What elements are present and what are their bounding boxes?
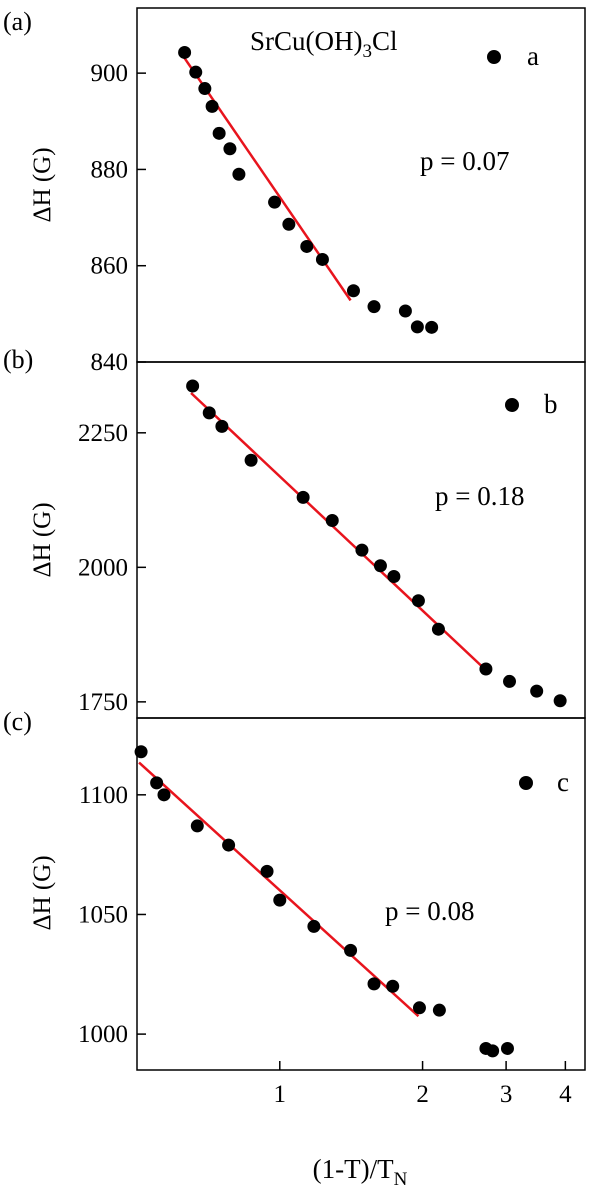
panel-a-legend-label: a: [527, 41, 539, 71]
x-axis-label: (1-T)/TN: [313, 1154, 408, 1190]
data-point: [300, 239, 314, 253]
data-point: [410, 320, 424, 334]
data-point: [386, 979, 400, 993]
fit-line: [138, 761, 420, 1018]
panel-b: (b) ΔH (G) p = 0.18 b 1750 2000 2250: [3, 345, 586, 719]
data-point: [486, 1044, 500, 1058]
data-point: [212, 126, 226, 140]
data-point: [503, 674, 517, 688]
data-point: [268, 195, 282, 209]
panel-b-y-axis-label: ΔH (G): [29, 502, 56, 577]
data-point: [387, 569, 401, 583]
data-point: [260, 864, 274, 878]
data-point: [431, 622, 445, 636]
data-point: [157, 788, 171, 802]
x-tick-label: 2: [416, 1081, 429, 1108]
panel-a-legend-marker: [487, 50, 501, 64]
panel-b-p-value: p = 0.18: [435, 481, 524, 511]
data-point: [190, 819, 204, 833]
x-tick-label: 4: [559, 1081, 572, 1108]
data-point: [367, 977, 381, 991]
data-point: [373, 559, 387, 573]
y-tick-label: 840: [91, 349, 129, 376]
data-point: [244, 453, 258, 467]
data-point: [530, 684, 544, 698]
data-point: [134, 745, 148, 759]
panel-a-y-ticks: 840 860 880 900: [91, 60, 146, 376]
data-point: [198, 82, 212, 96]
panel-a: (a) ΔH (G) SrCu(OH)3Cl p = 0.07 a 840 860…: [3, 7, 586, 376]
data-point: [355, 543, 369, 557]
data-point: [315, 252, 329, 266]
data-point: [189, 65, 203, 79]
data-point: [344, 943, 358, 957]
data-point: [186, 379, 200, 393]
data-point: [412, 1001, 426, 1015]
panel-a-title: SrCu(OH)3Cl: [250, 26, 398, 62]
data-point: [282, 217, 296, 231]
data-point: [222, 838, 236, 852]
panel-c-y-ticks: 1000 1050 1100: [78, 782, 146, 1048]
data-point: [150, 776, 164, 790]
panel-a-p-value: p = 0.07: [420, 146, 509, 176]
panel-c-series: [134, 745, 514, 1058]
data-point: [273, 893, 287, 907]
data-point: [411, 594, 425, 608]
y-tick-label: 1000: [78, 1021, 128, 1048]
panel-a-frame: [136, 7, 586, 363]
x-tick-label: 1: [274, 1081, 287, 1108]
x-axis-ticks: 1 2 3 4: [274, 1061, 572, 1108]
data-point: [346, 284, 360, 298]
y-tick-label: 1100: [79, 782, 128, 809]
data-point: [553, 694, 567, 708]
data-point: [479, 662, 493, 676]
y-tick-label: 2250: [78, 420, 128, 447]
data-point: [178, 45, 192, 59]
y-tick-label: 1750: [78, 689, 128, 716]
panel-a-label: (a): [3, 7, 32, 36]
panel-b-legend-marker: [505, 398, 519, 412]
panel-b-label: (b): [3, 345, 33, 374]
x-tick-label: 3: [500, 1081, 513, 1108]
data-point: [500, 1041, 514, 1055]
data-point: [223, 142, 237, 156]
panel-c-p-value: p = 0.08: [385, 896, 474, 926]
panel-b-legend-label: b: [544, 389, 558, 419]
panel-a-y-axis-label: ΔH (G): [29, 147, 56, 222]
panel-b-series: [186, 379, 567, 708]
y-tick-label: 900: [91, 60, 129, 87]
data-point: [202, 406, 216, 420]
y-tick-label: 1050: [78, 901, 128, 928]
y-tick-label: 860: [91, 253, 129, 280]
panel-c-legend-label: c: [557, 767, 569, 797]
data-point: [398, 304, 412, 318]
data-point: [205, 99, 219, 113]
panel-c-label: (c): [3, 707, 32, 736]
panel-c-legend-marker: [519, 776, 533, 790]
data-point: [325, 514, 339, 528]
data-point: [307, 919, 321, 933]
data-point: [425, 320, 439, 334]
y-tick-label: 880: [91, 156, 129, 183]
panel-c-frame: [136, 717, 586, 1071]
panel-a-series: [178, 45, 439, 334]
panel-c-y-axis-label: ΔH (G): [29, 855, 56, 930]
data-point: [215, 419, 229, 433]
data-point: [296, 490, 310, 504]
y-tick-label: 2000: [78, 554, 128, 581]
panel-b-y-ticks: 1750 2000 2250: [78, 420, 146, 716]
data-point: [367, 300, 381, 314]
panel-c: (c) ΔH (G) p = 0.08 c 1000 1050 1100 1 2 3 4: [3, 707, 586, 1108]
data-point: [432, 1003, 446, 1017]
data-point: [232, 167, 246, 181]
